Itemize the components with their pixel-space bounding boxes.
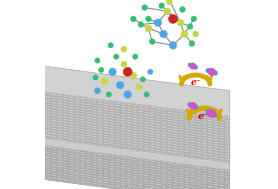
Circle shape xyxy=(169,42,177,49)
Circle shape xyxy=(130,16,136,22)
Circle shape xyxy=(145,25,152,32)
Circle shape xyxy=(144,92,149,97)
Circle shape xyxy=(189,41,195,46)
Circle shape xyxy=(114,54,119,59)
Circle shape xyxy=(180,7,185,12)
Circle shape xyxy=(95,58,100,63)
Circle shape xyxy=(208,68,215,76)
Circle shape xyxy=(213,70,218,75)
Circle shape xyxy=(130,72,137,79)
Polygon shape xyxy=(44,66,230,163)
Circle shape xyxy=(166,0,172,5)
Circle shape xyxy=(116,81,124,89)
Polygon shape xyxy=(44,112,230,189)
Circle shape xyxy=(101,78,108,85)
Circle shape xyxy=(154,19,162,26)
Circle shape xyxy=(93,75,98,80)
Circle shape xyxy=(168,14,178,23)
Circle shape xyxy=(159,3,165,9)
Circle shape xyxy=(193,105,198,109)
Circle shape xyxy=(121,61,127,67)
Circle shape xyxy=(206,68,211,73)
Circle shape xyxy=(164,8,171,15)
Circle shape xyxy=(121,46,127,52)
Circle shape xyxy=(109,68,116,76)
Circle shape xyxy=(140,77,145,82)
Circle shape xyxy=(208,109,216,118)
Circle shape xyxy=(188,63,192,67)
Circle shape xyxy=(95,88,100,94)
Circle shape xyxy=(190,63,196,69)
Circle shape xyxy=(133,54,138,59)
Circle shape xyxy=(160,30,167,38)
Circle shape xyxy=(177,19,184,26)
Circle shape xyxy=(191,16,197,22)
Circle shape xyxy=(188,102,192,107)
Circle shape xyxy=(149,39,155,44)
Circle shape xyxy=(146,16,151,22)
Circle shape xyxy=(108,43,113,48)
Text: e⁻: e⁻ xyxy=(198,112,210,121)
Circle shape xyxy=(106,92,111,97)
Circle shape xyxy=(99,67,104,73)
Circle shape xyxy=(193,31,199,37)
Circle shape xyxy=(136,84,142,90)
Circle shape xyxy=(189,102,197,109)
Circle shape xyxy=(212,112,218,117)
Circle shape xyxy=(181,31,188,37)
Circle shape xyxy=(187,24,193,29)
Circle shape xyxy=(138,22,144,27)
Circle shape xyxy=(124,91,131,98)
Circle shape xyxy=(206,109,211,115)
Circle shape xyxy=(142,5,148,10)
Circle shape xyxy=(193,65,198,69)
Text: e⁻: e⁻ xyxy=(190,78,201,87)
Circle shape xyxy=(123,67,132,76)
Circle shape xyxy=(148,69,153,74)
